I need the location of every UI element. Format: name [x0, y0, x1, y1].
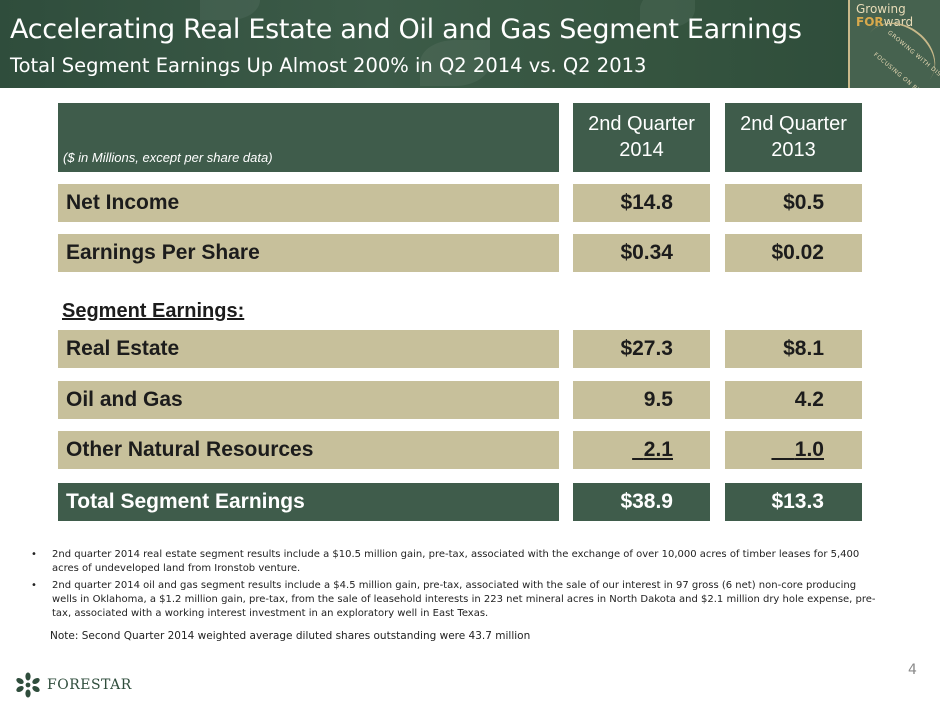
units-note: ($ in Millions, except per share data) [63, 150, 273, 165]
other-nr-2013-cell: 1.0 [725, 431, 862, 469]
page-number: 4 [908, 662, 917, 678]
footnote-text: 2nd quarter 2014 oil and gas segment res… [52, 580, 876, 619]
footnote-text: 2nd quarter 2014 real estate segment res… [52, 549, 860, 574]
column-header-q2-2013-line2: 2013 [771, 139, 816, 161]
column-header-q2-2014: 2nd Quarter 2014 [573, 103, 710, 172]
oil-gas-2014: 9.5 [573, 381, 710, 419]
other-nr-2014-cell: 2.1 [573, 431, 710, 469]
slide-subtitle: Total Segment Earnings Up Almost 200% in… [10, 54, 647, 77]
logo-text-growing: Growing [856, 2, 906, 16]
net-income-2013: $0.5 [725, 184, 862, 222]
eps-2014: $0.34 [573, 234, 710, 272]
brand-name: FORESTAR [47, 677, 132, 693]
growing-forward-logo: Growing FORward GROWING WITH DISCIPLINE … [848, 0, 940, 88]
row-label-eps: Earnings Per Share [58, 234, 559, 272]
oil-gas-2013: 4.2 [725, 381, 862, 419]
column-header-q2-2013: 2nd Quarter 2013 [725, 103, 862, 172]
slide-title: Accelerating Real Estate and Oil and Gas… [10, 14, 802, 45]
logo-text-forward: FORward [856, 15, 913, 29]
row-label-real-estate: Real Estate [58, 330, 559, 368]
column-header-q2-2014-line2: 2014 [619, 139, 664, 161]
column-header-q2-2014-line1: 2nd Quarter [588, 113, 695, 135]
forestar-seed-icon [16, 672, 40, 698]
footnotes: • 2nd quarter 2014 real estate segment r… [31, 548, 881, 624]
row-label-other-natural-resources: Other Natural Resources [58, 431, 559, 469]
row-label-net-income: Net Income [58, 184, 559, 222]
total-2013: $13.3 [725, 483, 862, 521]
row-label-total-segment-earnings: Total Segment Earnings [58, 483, 559, 521]
logo-text-for: FOR [856, 15, 884, 29]
footnote-real-estate: • 2nd quarter 2014 real estate segment r… [31, 548, 881, 576]
other-nr-2013: 1.0 [794, 438, 824, 461]
table-header-label-cell: ($ in Millions, except per share data) [58, 103, 559, 172]
column-header-q2-2013-line1: 2nd Quarter [740, 113, 847, 135]
total-2014: $38.9 [573, 483, 710, 521]
footnote-oil-gas: • 2nd quarter 2014 oil and gas segment r… [31, 579, 881, 621]
real-estate-2014: $27.3 [573, 330, 710, 368]
shares-note: Note: Second Quarter 2014 weighted avera… [50, 630, 531, 642]
segment-earnings-heading: Segment Earnings: [62, 300, 245, 322]
slide-header: Accelerating Real Estate and Oil and Gas… [0, 0, 940, 88]
net-income-2014: $14.8 [573, 184, 710, 222]
other-nr-2014: 2.1 [643, 438, 673, 461]
leaf-decoration [200, 0, 260, 20]
eps-2013: $0.02 [725, 234, 862, 272]
real-estate-2013: $8.1 [725, 330, 862, 368]
bullet-icon: • [31, 580, 37, 591]
logo-text-ward: ward [883, 15, 914, 29]
bullet-icon: • [31, 549, 37, 560]
row-label-oil-gas: Oil and Gas [58, 381, 559, 419]
leaf-decoration [420, 40, 490, 86]
